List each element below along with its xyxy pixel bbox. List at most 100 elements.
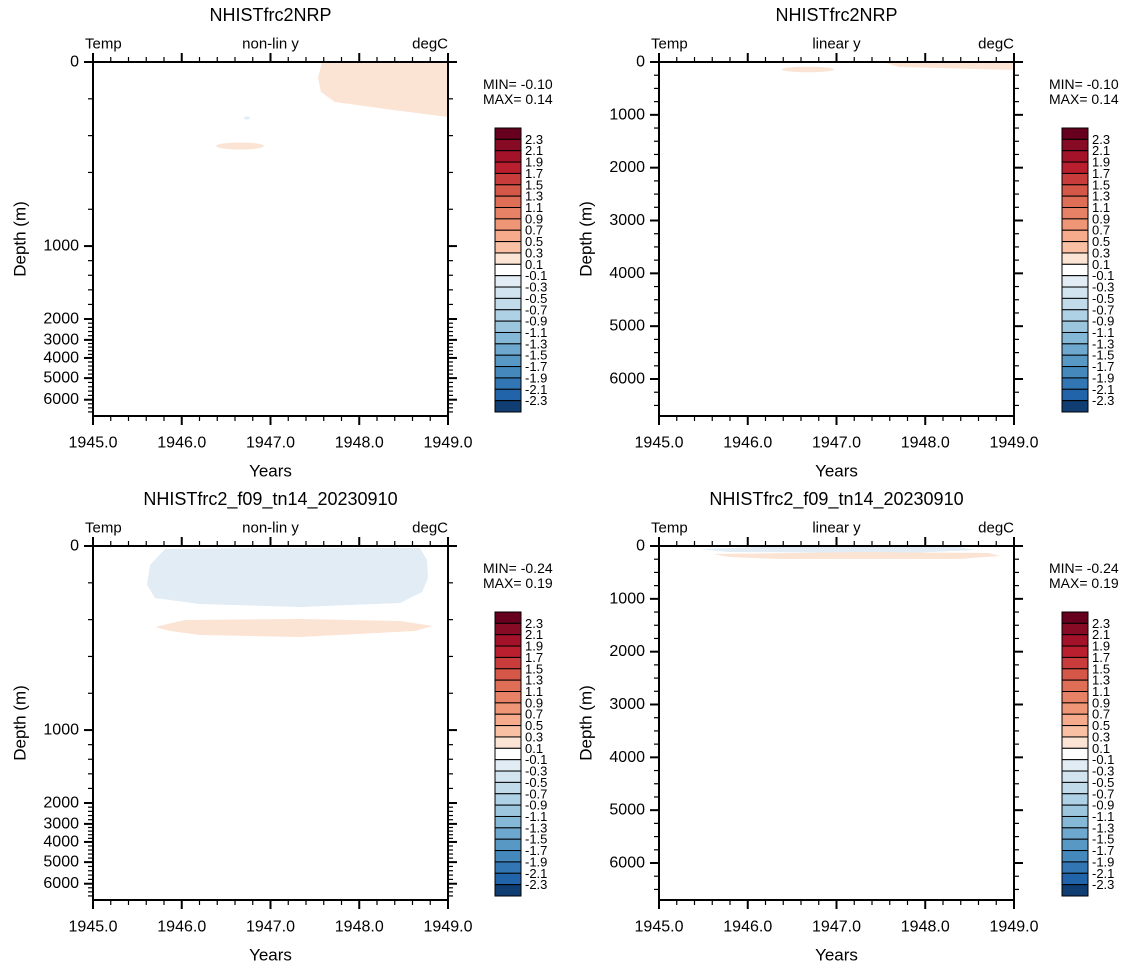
- colorbar-tick-label: -1.7: [1092, 843, 1114, 858]
- stat-min: MIN= -0.10: [1049, 76, 1119, 92]
- colorbar-cell: [1061, 691, 1089, 704]
- stat-max: MAX= 0.14: [483, 91, 553, 107]
- contour-patch-neg: [147, 548, 428, 607]
- colorbar-cell: [494, 759, 522, 772]
- colorbar-tick-label: -2.3: [525, 393, 547, 408]
- colorbar-cell: [1061, 781, 1089, 795]
- y-tick-label: 3000: [43, 331, 79, 348]
- panel-top-right: NHISTfrc2NRP Temp linear y degC 1945.0 1946.0…: [577, 5, 1119, 481]
- colorbar-cell: [494, 713, 522, 727]
- contour-patches: [216, 62, 448, 150]
- colorbar-cell: [1061, 229, 1089, 243]
- colorbar-tick-label: -2.3: [1092, 393, 1114, 408]
- colorbar-cell: [1061, 400, 1089, 413]
- colorbar-cell: [1061, 804, 1089, 817]
- colorbar-cell: [1061, 218, 1089, 231]
- colorbar-tick-label: -2.1: [525, 866, 547, 881]
- contour-patches: [700, 547, 1000, 559]
- colorbar-cell: [1061, 827, 1089, 840]
- axis-label-scale: linear y: [812, 36, 861, 53]
- stat-max: MAX= 0.19: [1049, 575, 1119, 591]
- stat-max: MAX= 0.19: [483, 575, 553, 591]
- contour-patch-pos: [713, 552, 1000, 559]
- y-tick-label: 5000: [609, 318, 645, 335]
- contour-patches: [147, 548, 433, 637]
- colorbar-tick-label: -0.3: [525, 764, 547, 779]
- colorbar-tick-label: -1.3: [525, 820, 547, 835]
- colorbar-cell: [1061, 241, 1089, 254]
- colorbar-cell: [494, 331, 522, 345]
- y-tick-label: 4000: [609, 265, 645, 282]
- y-tick-label: 0: [70, 538, 79, 555]
- colorbar-cell: [1061, 759, 1089, 772]
- y-axis-title: Depth (m): [577, 201, 596, 277]
- x-tick-label: 1948.0: [901, 435, 950, 452]
- plot-frame: [658, 545, 1015, 901]
- panel-bottom-left: NHISTfrc2_f09_tn14_20230910 Temp non-lin y…: [11, 489, 553, 965]
- colorbar-cell: [494, 320, 522, 333]
- colorbar-cell: [494, 309, 522, 322]
- x-tick-label: 1947.0: [246, 919, 295, 936]
- colorbar-tick-label: -1.1: [525, 325, 547, 340]
- x-tick-label: 1948.0: [335, 435, 384, 452]
- x-axis-title: Years: [249, 462, 292, 481]
- y-tick-label: 3000: [609, 212, 645, 229]
- colorbar-tick-label: -1.7: [525, 359, 547, 374]
- x-axis-title: Years: [249, 946, 292, 965]
- y-tick-label: 1000: [43, 238, 79, 255]
- colorbar-cell: [1061, 331, 1089, 345]
- colorbar-cell: [1061, 872, 1089, 886]
- x-axis-title: Years: [815, 462, 858, 481]
- x-tick-label: 1949.0: [990, 435, 1039, 452]
- x-tick-label: 1946.0: [157, 919, 206, 936]
- y-tick-label: 2000: [609, 159, 645, 176]
- colorbar-tick-label: 1.3: [525, 189, 543, 204]
- colorbar-tick-label: -0.1: [1092, 752, 1114, 767]
- colorbar-tick-label: 0.1: [525, 741, 543, 756]
- colorbar-tick-label: -0.1: [525, 752, 547, 767]
- colorbar-cell: [494, 275, 522, 288]
- colorbar-cell: [1061, 634, 1089, 647]
- axis-label-variable: Temp: [85, 520, 122, 537]
- axis-ticks: [650, 537, 1023, 909]
- colorbar-cell: [494, 622, 522, 636]
- colorbar-cell: [494, 138, 522, 152]
- y-tick-label: 3000: [43, 815, 79, 832]
- colorbar-cell: [1061, 263, 1089, 277]
- colorbar-cell: [494, 263, 522, 277]
- contour-patch-neg: [244, 116, 250, 120]
- colorbar-tick-label: -0.9: [1092, 798, 1114, 813]
- colorbar-cell: [1061, 320, 1089, 333]
- colorbar-tick-label: 0.5: [525, 234, 543, 249]
- colorbar-tick-label: 1.1: [1092, 200, 1110, 215]
- colorbar-cell: [494, 343, 522, 356]
- colorbar-tick-label: -1.5: [525, 348, 547, 363]
- colorbar-tick-label: -1.3: [1092, 336, 1114, 351]
- colorbar-cell: [1061, 725, 1089, 738]
- colorbar-tick-label: 2.3: [1092, 616, 1110, 631]
- axis-label-scale: non-lin y: [242, 36, 299, 53]
- colorbar-cell: [1061, 172, 1089, 186]
- colorbar-tick-label: 2.1: [525, 627, 543, 642]
- colorbar-tick-label: 0.3: [525, 245, 543, 260]
- y-tick-label: 5000: [43, 854, 79, 871]
- stat-min: MIN= -0.24: [1049, 560, 1119, 576]
- colorbar-tick-label: -1.9: [525, 854, 547, 869]
- axis-label-units: degC: [978, 520, 1014, 537]
- contour-patch-pos: [782, 66, 834, 73]
- colorbar-tick-label: -0.3: [1092, 764, 1114, 779]
- y-tick-label: 4000: [609, 749, 645, 766]
- colorbar-cell: [1061, 622, 1089, 636]
- colorbar: 2.32.11.91.71.51.31.10.90.70.50.30.1-0.1…: [494, 611, 547, 897]
- y-tick-label: 5000: [609, 802, 645, 819]
- colorbar-cell: [494, 827, 522, 840]
- colorbar-tick-label: 1.3: [1092, 673, 1110, 688]
- colorbar-tick-label: -2.1: [1092, 382, 1114, 397]
- colorbar-cell: [1061, 668, 1089, 681]
- colorbar-cell: [1061, 656, 1089, 670]
- colorbar-tick-label: -1.5: [1092, 348, 1114, 363]
- colorbar-tick-label: -0.9: [525, 798, 547, 813]
- colorbar-tick-label: 1.5: [525, 661, 543, 676]
- y-tick-label: 2000: [609, 643, 645, 660]
- colorbar-tick-label: -2.1: [525, 382, 547, 397]
